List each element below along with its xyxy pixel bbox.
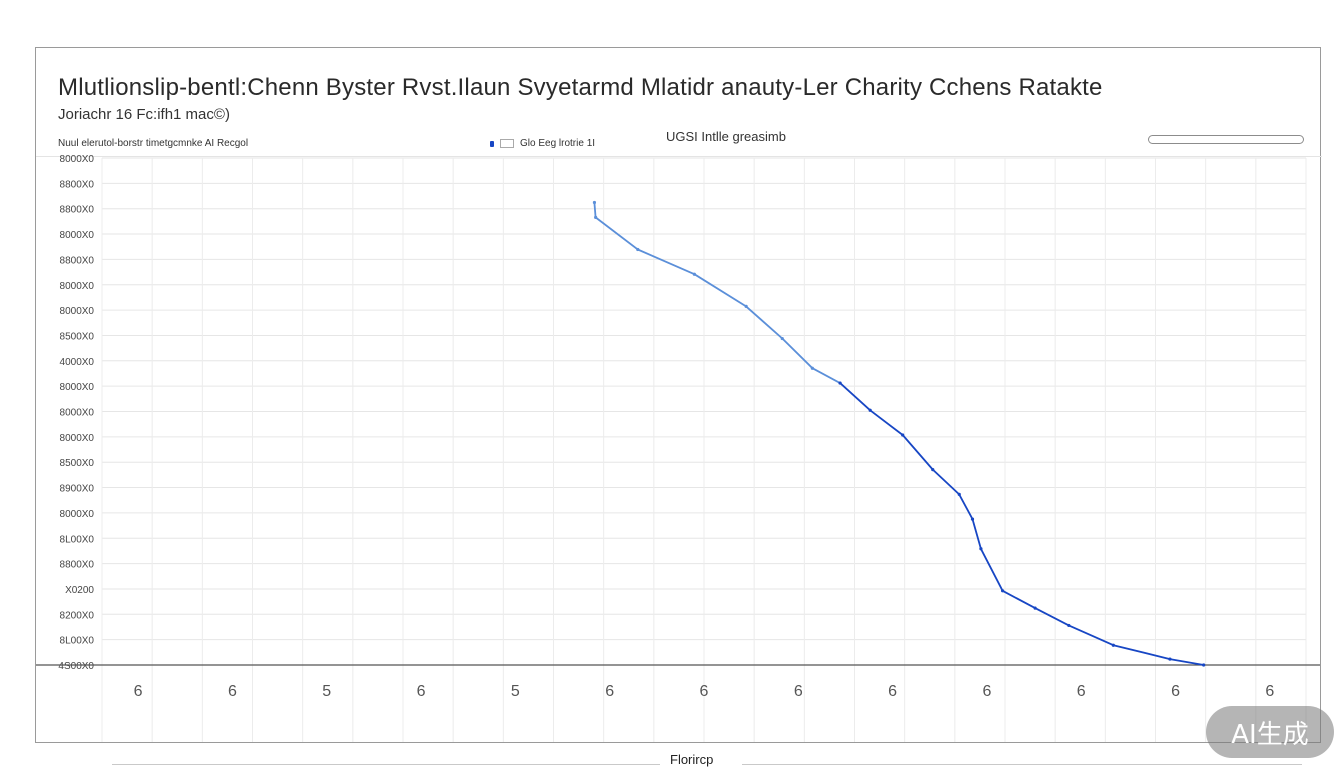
y-tick-label: 8000X0 bbox=[60, 306, 95, 317]
x-tick-label: 5 bbox=[322, 683, 331, 700]
data-point bbox=[594, 215, 598, 219]
y-tick-label: 4S00X0 bbox=[58, 661, 94, 672]
x-tick-label: 6 bbox=[134, 683, 143, 700]
x-tick-label: 6 bbox=[417, 683, 426, 700]
footer-divider-left bbox=[112, 764, 660, 765]
y-tick-label: 4000X0 bbox=[60, 357, 95, 368]
data-point bbox=[957, 492, 961, 496]
x-tick-label: 6 bbox=[700, 683, 709, 700]
data-point bbox=[692, 272, 696, 276]
data-point bbox=[901, 433, 905, 437]
meta-caption-left: Nuul elerutol-borstr timetgcmnke AI Recg… bbox=[58, 138, 249, 149]
data-point bbox=[592, 200, 597, 205]
y-tick-label: 8800X0 bbox=[60, 560, 95, 571]
y-tick-label: 8000X0 bbox=[60, 382, 95, 393]
y-tick-label: 8500X0 bbox=[60, 331, 95, 342]
x-tick-label: 6 bbox=[605, 683, 614, 700]
x-tick-label: 6 bbox=[1077, 683, 1086, 700]
y-tick-label: 8800X0 bbox=[60, 179, 95, 190]
chart-subtitle: Joriachr 16 Fc:ifh1 mac©) bbox=[58, 106, 230, 123]
chart-panel: Mlutlionslip-bentl:Chenn Byster Rvst.Ila… bbox=[35, 47, 1322, 743]
x-tick-label: 6 bbox=[888, 683, 897, 700]
y-tick-label: 8000X0 bbox=[60, 154, 95, 165]
legend-marker-icon bbox=[490, 140, 494, 147]
x-tick-label: 6 bbox=[982, 683, 991, 700]
y-tick-label: 8200X0 bbox=[60, 610, 95, 621]
meta-caption-center: UGSI Intlle greasimb bbox=[666, 129, 786, 144]
series-line bbox=[839, 382, 1205, 666]
data-point bbox=[1000, 589, 1005, 593]
header-divider bbox=[36, 156, 1322, 157]
x-tick-label: 5 bbox=[511, 683, 520, 700]
y-tick-label: 8800X0 bbox=[60, 255, 95, 266]
data-point bbox=[1067, 623, 1071, 628]
y-tick-label: 8000X0 bbox=[60, 230, 95, 241]
chart-title: Mlutlionslip-bentl:Chenn Byster Rvst.Ila… bbox=[58, 74, 1103, 101]
y-tick-label: 8000X0 bbox=[60, 408, 95, 419]
footer-divider-right bbox=[742, 764, 1302, 765]
y-tick-label: 8L00X0 bbox=[60, 534, 95, 545]
data-point bbox=[1202, 663, 1206, 667]
x-tick-label: 6 bbox=[228, 683, 237, 700]
search-input[interactable] bbox=[1148, 135, 1304, 144]
data-point bbox=[810, 366, 814, 370]
ai-generated-badge: AI生成 bbox=[1206, 706, 1334, 758]
data-point bbox=[931, 468, 935, 472]
legend: Glo Eeg lrotrie 1I bbox=[490, 138, 595, 149]
y-tick-label: 8500X0 bbox=[60, 458, 95, 469]
x-axis-label: Florircp bbox=[670, 752, 714, 767]
data-point bbox=[838, 381, 842, 385]
data-point bbox=[979, 547, 983, 551]
data-point bbox=[744, 304, 748, 308]
y-tick-label: 8000X0 bbox=[60, 509, 95, 520]
data-point bbox=[1033, 606, 1037, 610]
y-tick-label: X0200 bbox=[65, 585, 94, 596]
x-tick-label: 6 bbox=[794, 683, 803, 700]
y-tick-label: 8000X0 bbox=[60, 433, 95, 444]
data-point bbox=[970, 517, 975, 521]
series-line bbox=[593, 201, 841, 384]
y-tick-label: 8L00X0 bbox=[60, 636, 95, 647]
data-point bbox=[1111, 643, 1115, 647]
x-tick-label: 6 bbox=[1265, 683, 1274, 700]
y-tick-label: 8900X0 bbox=[60, 484, 95, 495]
data-point bbox=[780, 336, 784, 341]
y-tick-label: 8000X0 bbox=[60, 281, 95, 292]
y-tick-label: 8800X0 bbox=[60, 205, 95, 216]
data-point bbox=[1168, 657, 1172, 661]
legend-swatch-icon bbox=[500, 139, 514, 148]
data-point bbox=[636, 247, 640, 252]
legend-label: Glo Eeg lrotrie 1I bbox=[520, 138, 596, 149]
x-tick-label: 6 bbox=[1171, 683, 1180, 700]
data-point bbox=[868, 408, 872, 412]
